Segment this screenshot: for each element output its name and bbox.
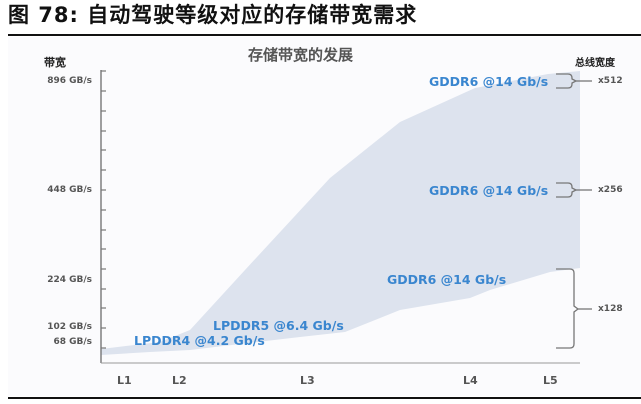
bus-width-label: x128 [598, 304, 623, 314]
figure-title: 图 78: 自动驾驶等级对应的存储带宽需求 [8, 3, 418, 27]
series-label-lpddr4: LPDDR4 @4.2 Gb/s [134, 333, 265, 348]
x-tick-label: L4 [463, 374, 478, 387]
x-tick-label: L2 [172, 374, 187, 387]
bus-width-label: x256 [598, 185, 623, 195]
series-label-gddr6-x512: GDDR6 @14 Gb/s [429, 74, 549, 89]
bus-width-title: 总线宽度 [575, 58, 615, 69]
x-tick-label: L3 [300, 374, 315, 387]
y-tick-marks [101, 70, 106, 349]
bandwidth-area [101, 71, 580, 355]
x-tick-label: L5 [543, 374, 558, 387]
y-tick-label: 224 GB/s [47, 275, 92, 285]
bus-brackets [556, 73, 592, 349]
series-label-gddr6-x256: GDDR6 @14 Gb/s [429, 183, 549, 198]
x-tick-label: L1 [117, 374, 132, 387]
y-tick-label: 896 GB/s [47, 76, 92, 86]
bottom-rule [8, 397, 641, 399]
y-tick-label: 448 GB/s [47, 185, 92, 195]
chart-title: 存储带宽的发展 [248, 46, 354, 64]
top-rule [8, 34, 641, 36]
series-label-gddr6-x128: GDDR6 @14 Gb/s [387, 272, 507, 287]
bus-width-label: x512 [598, 76, 623, 86]
series-label-lpddr5: LPDDR5 @6.4 Gb/s [213, 318, 344, 333]
y-axis-title: 带宽 [44, 56, 66, 69]
y-tick-label: 68 GB/s [53, 337, 92, 347]
y-tick-label: 102 GB/s [47, 322, 92, 332]
